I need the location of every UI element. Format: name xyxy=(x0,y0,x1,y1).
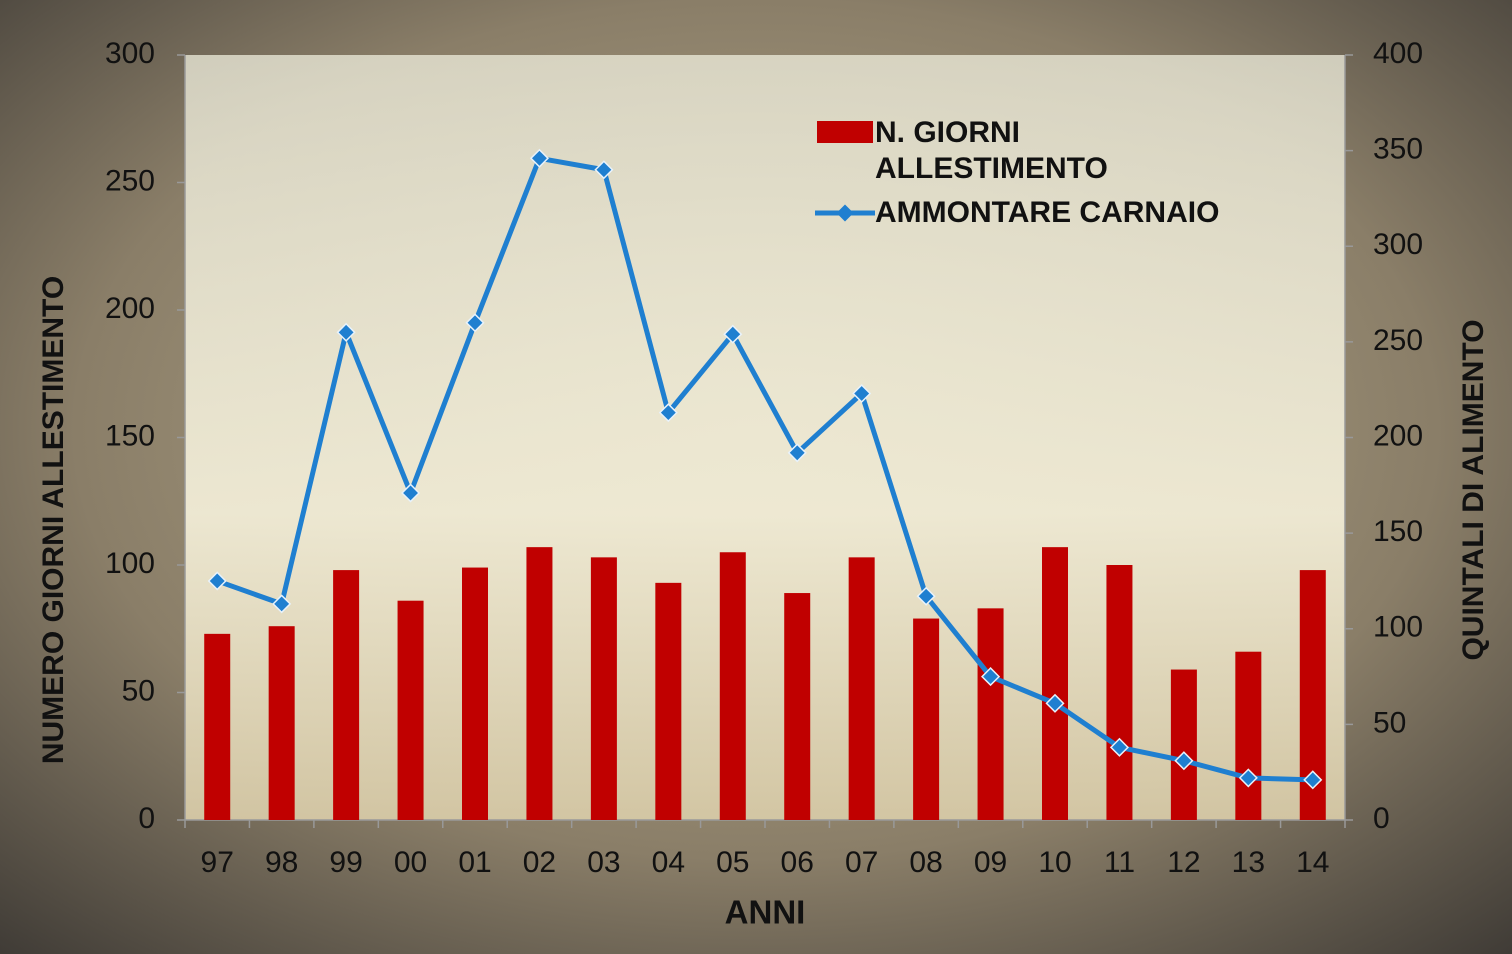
marker xyxy=(594,160,614,180)
y2-tick-label: 50 xyxy=(1373,706,1406,739)
bar xyxy=(913,618,940,820)
marker xyxy=(336,322,356,342)
legend-symbol xyxy=(815,204,875,222)
x-tick-label: 07 xyxy=(845,846,878,879)
x-tick-label: 04 xyxy=(652,846,685,879)
marker xyxy=(207,571,227,591)
y2-tick-label: 350 xyxy=(1373,133,1423,166)
y2-tick-label: 200 xyxy=(1373,419,1423,452)
x-axis-title: ANNI xyxy=(725,894,806,931)
y-tick-label: 300 xyxy=(105,37,155,70)
legend-item: AMMONTARE CARNAIO xyxy=(815,195,1315,231)
y2-tick-label: 150 xyxy=(1373,515,1423,548)
x-tick-label: 03 xyxy=(587,846,620,879)
x-tick-label: 97 xyxy=(201,846,234,879)
x-tick-label: 14 xyxy=(1296,846,1329,879)
marker xyxy=(1045,693,1065,713)
marker xyxy=(1174,751,1194,771)
y-tick-label: 150 xyxy=(105,419,155,452)
marker xyxy=(401,483,421,503)
bar xyxy=(719,552,746,820)
legend-swatch xyxy=(817,121,873,143)
bar xyxy=(848,557,875,820)
x-tick-label: 99 xyxy=(329,846,362,879)
x-tick-label: 10 xyxy=(1038,846,1071,879)
bar xyxy=(590,557,617,820)
plot-area xyxy=(185,55,1345,820)
x-tick-label: 13 xyxy=(1232,846,1265,879)
x-tick-label: 08 xyxy=(909,846,942,879)
marker xyxy=(465,313,485,333)
bar xyxy=(1235,651,1262,820)
bar xyxy=(462,567,488,820)
bar xyxy=(1106,565,1133,820)
y2-axis-title: QUINTALI DI ALIMENTO xyxy=(1457,319,1490,660)
y2-tick-label: 250 xyxy=(1373,324,1423,357)
line xyxy=(216,155,1313,783)
marker xyxy=(272,594,292,614)
y-tick-label: 50 xyxy=(122,674,155,707)
bar xyxy=(977,608,1004,820)
y-tick-label: 0 xyxy=(138,802,155,835)
y-axis-title: NUMERO GIORNI ALLESTIMENTO xyxy=(37,276,70,764)
legend-marker xyxy=(836,204,854,222)
y2-tick-label: 400 xyxy=(1373,37,1423,70)
x-tick-label: 01 xyxy=(458,846,491,879)
bar xyxy=(204,633,231,820)
legend: N. GIORNI ALLESTIMENTO AMMONTARE CARNAIO xyxy=(815,115,1315,239)
x-tick-label: 11 xyxy=(1104,846,1135,879)
marker xyxy=(1303,770,1323,790)
marker xyxy=(981,667,1001,687)
x-tick-label: 00 xyxy=(394,846,427,879)
legend-label: AMMONTARE CARNAIO xyxy=(875,196,1220,229)
legend-symbol xyxy=(817,121,873,143)
y-tick-label: 200 xyxy=(105,292,155,325)
bar xyxy=(784,593,811,820)
bar xyxy=(526,547,553,820)
y2-tick-label: 300 xyxy=(1373,228,1423,261)
bar xyxy=(655,582,682,820)
marker xyxy=(1109,737,1129,757)
x-tick-label: 06 xyxy=(781,846,814,879)
y-tick-label: 250 xyxy=(105,164,155,197)
bar xyxy=(1042,547,1068,820)
x-tick-label: 98 xyxy=(265,846,298,879)
marker xyxy=(787,443,807,463)
marker xyxy=(723,324,743,344)
x-tick-label: 09 xyxy=(974,846,1007,879)
y2-tick-label: 0 xyxy=(1373,802,1390,835)
x-tick-label: 05 xyxy=(716,846,749,879)
marker xyxy=(529,148,549,168)
marker xyxy=(916,586,936,606)
bar xyxy=(1170,669,1197,820)
y-tick-label: 100 xyxy=(105,547,155,580)
bar xyxy=(397,600,424,820)
legend-label: N. GIORNI ALLESTIMENTO xyxy=(875,116,1108,185)
marker xyxy=(852,383,872,404)
x-tick-label: 02 xyxy=(523,846,556,879)
marker xyxy=(658,403,678,423)
bar xyxy=(333,570,360,820)
bar xyxy=(268,626,295,820)
marker xyxy=(1238,768,1258,788)
y2-tick-label: 100 xyxy=(1373,611,1423,644)
x-tick-label: 12 xyxy=(1167,846,1200,879)
legend-item: N. GIORNI ALLESTIMENTO xyxy=(815,115,1315,187)
